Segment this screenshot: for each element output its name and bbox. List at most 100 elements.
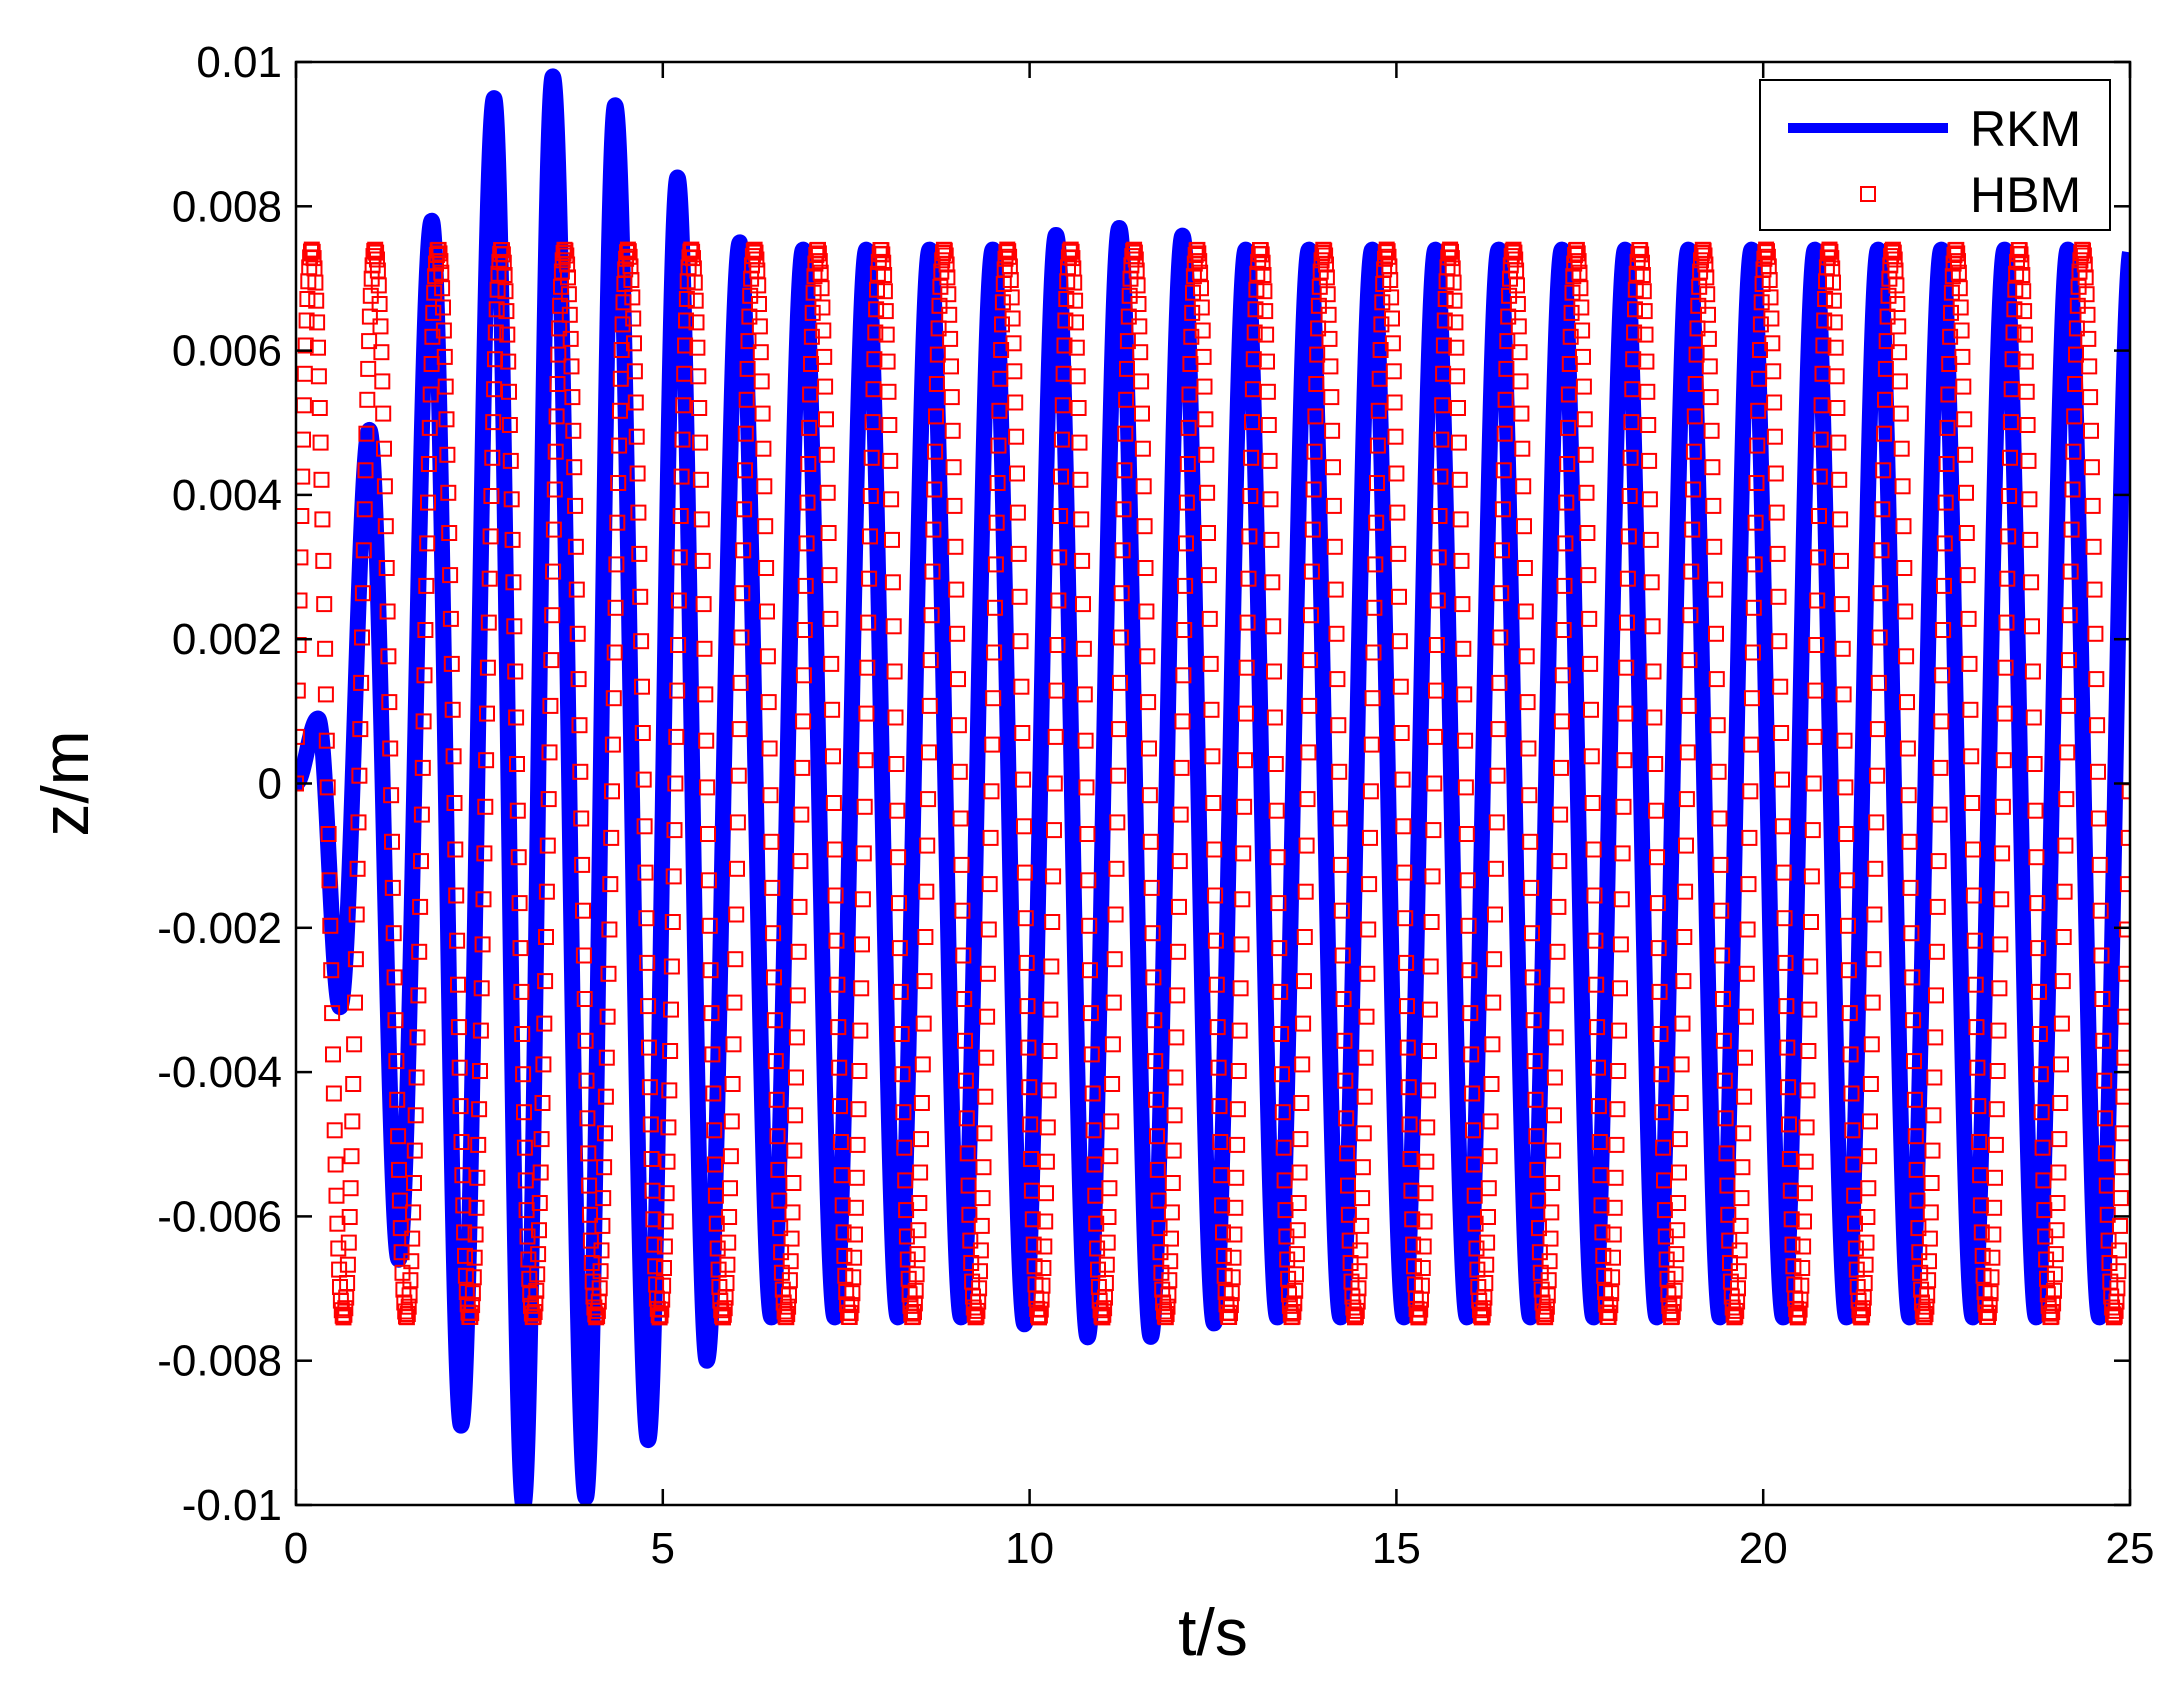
hbm-point	[1919, 1287, 1936, 1304]
hbm-point	[1672, 1095, 1689, 1111]
hbm-point	[948, 581, 965, 598]
hbm-point	[1859, 1209, 1876, 1225]
hbm-point	[1161, 1272, 1178, 1289]
hbm-point	[326, 1122, 343, 1139]
hbm-point	[1827, 339, 1844, 356]
hbm-point	[1455, 640, 1472, 657]
hbm-point	[1995, 752, 2012, 769]
hbm-point	[1275, 1139, 1292, 1156]
hbm-point	[1462, 1005, 1479, 1022]
hbm-point	[1638, 353, 1655, 370]
hbm-point	[1519, 694, 1536, 711]
hbm-point	[1330, 717, 1347, 734]
hbm-point	[1541, 1253, 1558, 1270]
hbm-point	[863, 449, 880, 466]
hbm-point	[1224, 1269, 1241, 1286]
hbm-point	[538, 929, 554, 945]
hbm-point	[567, 538, 584, 555]
hbm-point	[1254, 254, 1271, 271]
legend-rkm-label: RKM	[1970, 101, 2081, 157]
hbm-point	[1740, 876, 1757, 893]
hbm-point	[1835, 686, 1852, 703]
hbm-point	[1418, 1153, 1435, 1170]
hbm-point	[1627, 301, 1643, 318]
hbm-point	[1396, 864, 1413, 881]
hbm-point	[1140, 694, 1157, 711]
hbm-point	[1144, 925, 1161, 942]
hbm-point	[572, 763, 589, 780]
hbm-point	[921, 697, 938, 714]
hbm-point	[1984, 1249, 2001, 1266]
hbm-point	[1698, 269, 1715, 286]
hbm-point	[2077, 269, 2094, 286]
hbm-point	[1909, 1192, 1926, 1209]
hbm-point	[1038, 1153, 1055, 1170]
hbm-point	[1622, 449, 1639, 466]
hbm-point	[347, 951, 364, 968]
hbm-point	[1682, 607, 1699, 624]
hbm-point	[1260, 417, 1277, 433]
hbm-point	[851, 1063, 868, 1079]
hbm-point	[2091, 856, 2108, 873]
hbm-point	[1244, 414, 1260, 431]
hbm-point	[1677, 883, 1694, 900]
hbm-point	[605, 690, 622, 707]
hbm-point	[1339, 1145, 1356, 1162]
hbm-point	[1993, 891, 2010, 908]
hbm-point	[1869, 767, 1886, 784]
hbm-point	[1785, 1258, 1802, 1275]
hbm-point	[891, 940, 908, 957]
hbm-point	[1781, 1116, 1797, 1133]
hbm-point	[2066, 408, 2083, 425]
hbm-point	[1511, 344, 1528, 361]
hbm-point	[1802, 958, 1819, 975]
hbm-point	[453, 1134, 470, 1150]
hbm-point	[634, 678, 650, 695]
hbm-point	[1847, 1240, 1864, 1257]
hbm-point	[376, 440, 392, 457]
hbm-point	[540, 791, 557, 808]
x-tick-label: 15	[1372, 1524, 1421, 1573]
hbm-point	[860, 614, 877, 631]
hbm-point	[390, 1128, 407, 1145]
hbm-point	[432, 253, 449, 270]
hbm-point	[1642, 531, 1659, 548]
hbm-point	[1258, 326, 1275, 343]
hbm-point	[309, 314, 326, 331]
hbm-point	[1184, 304, 1201, 321]
hbm-point	[1690, 297, 1707, 314]
hbm-point	[401, 1287, 418, 1304]
hbm-point	[1195, 348, 1212, 365]
hbm-point	[788, 1069, 804, 1086]
hbm-point	[827, 887, 844, 904]
hbm-point	[1933, 713, 1950, 730]
hbm-point	[471, 1101, 488, 1118]
hbm-point	[314, 511, 331, 528]
hbm-point	[1766, 394, 1783, 411]
hbm-point	[464, 1285, 481, 1302]
hbm-point	[786, 1142, 803, 1159]
hbm-point	[2045, 1295, 2062, 1312]
hbm-point	[861, 570, 878, 587]
hbm-point	[506, 618, 523, 635]
hbm-point	[646, 1236, 663, 1253]
hbm-point	[511, 895, 528, 912]
hbm-point	[1427, 728, 1444, 745]
hbm-point	[1769, 545, 1786, 562]
hbm-point	[2046, 1282, 2062, 1299]
hbm-point	[1142, 833, 1159, 850]
hbm-point	[1419, 1119, 1436, 1136]
hbm-point	[1795, 1238, 1812, 1255]
hbm-point	[550, 346, 567, 363]
hbm-point	[1759, 248, 1776, 265]
hbm-point	[1746, 556, 1763, 573]
hbm-point	[1558, 494, 1575, 511]
hbm-point	[2111, 1242, 2128, 1259]
hbm-point	[1735, 1125, 1752, 1142]
hbm-point	[633, 633, 650, 650]
hbm-point	[1873, 542, 1890, 559]
hbm-point	[1361, 876, 1378, 893]
hbm-point	[1465, 1122, 1481, 1139]
hbm-point	[759, 603, 775, 620]
hbm-point	[1370, 402, 1387, 419]
